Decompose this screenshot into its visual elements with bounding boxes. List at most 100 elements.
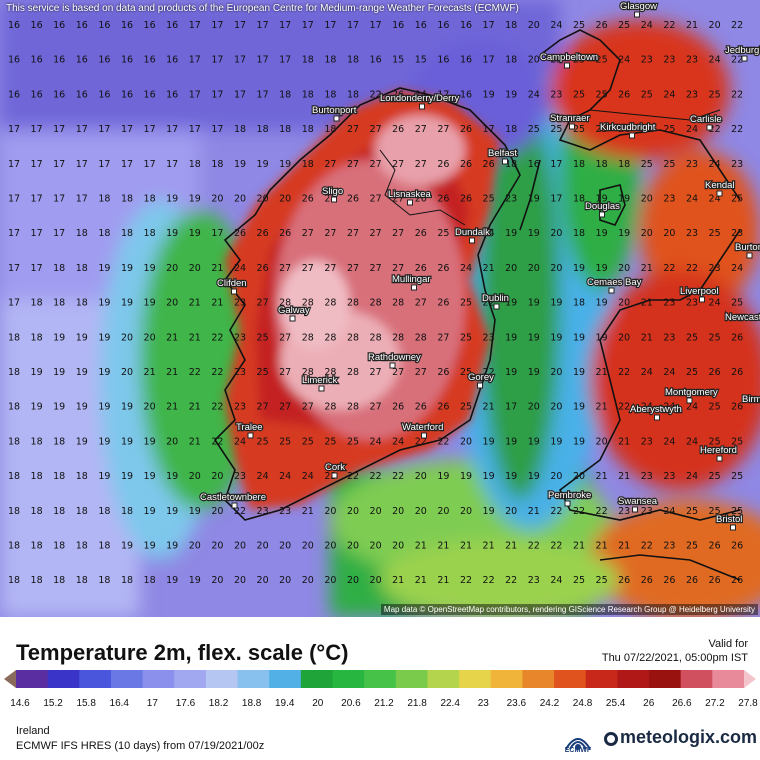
grid-value: 17: [211, 20, 223, 31]
grid-value: 19: [505, 228, 517, 239]
city-marker: [599, 211, 605, 218]
city-label[interactable]: Montgomery: [664, 386, 719, 399]
ireland-heat: [225, 90, 500, 510]
scale-arrow-low: [4, 670, 16, 688]
grid-value: 25: [279, 436, 291, 447]
grid-value: 18: [31, 575, 43, 586]
grid-value: 18: [98, 506, 110, 517]
model-run-label: ECMWF IFS HRES (10 days) from 07/19/2021…: [16, 740, 265, 752]
grid-value: 19: [98, 263, 110, 274]
city-label[interactable]: Burton: [734, 241, 760, 254]
grid-value: 23: [686, 228, 698, 239]
city-label[interactable]: Londonderry/Derry: [379, 92, 461, 105]
grid-value: 19: [121, 298, 133, 309]
grid-value: 17: [31, 228, 43, 239]
grid-value: 23: [663, 55, 675, 66]
city-label[interactable]: Jedburgh: [724, 44, 760, 57]
grid-value: 18: [573, 194, 585, 205]
city-label[interactable]: Sligo: [321, 185, 345, 198]
grid-value: 20: [618, 263, 630, 274]
grid-value: 17: [483, 55, 495, 66]
grid-value: 26: [709, 575, 721, 586]
grid-value: 16: [8, 55, 20, 66]
grid-value: 26: [257, 228, 269, 239]
grid-value: 22: [370, 89, 382, 100]
city-marker: [289, 315, 296, 322]
city-label[interactable]: Stranraer: [549, 112, 591, 125]
city-label[interactable]: Clifden: [216, 277, 248, 290]
grid-value: 21: [618, 471, 630, 482]
city-label[interactable]: Bristol: [715, 513, 744, 526]
grid-value: 20: [550, 367, 562, 378]
scale-swatch: [680, 670, 713, 688]
city-label[interactable]: Galway: [277, 304, 311, 317]
weather-map[interactable]: 16 16 16 16 16 16 16 16 17 17 17 17 17 17 17 17 17 16 16 16…: [0, 0, 760, 617]
grid-value: 18: [121, 506, 133, 517]
grid-value: 25: [460, 228, 472, 239]
city-label[interactable]: Belfast: [487, 147, 519, 160]
grid-value: 18: [505, 124, 517, 135]
grid-value: 19: [144, 541, 156, 552]
grid-value: 23: [505, 194, 517, 205]
city-label[interactable]: Cemaes Bay: [586, 276, 643, 289]
city-label[interactable]: Pembroke: [547, 489, 593, 502]
grid-value: 18: [31, 506, 43, 517]
grid-value: 24: [686, 194, 698, 205]
city-label[interactable]: Dundalk: [454, 226, 492, 239]
grid-value: 17: [279, 55, 291, 66]
city-label[interactable]: Aberystwyth: [629, 403, 683, 416]
city-label[interactable]: Campbeltown: [539, 51, 599, 64]
city-label[interactable]: Castletownbere: [199, 491, 267, 504]
grid-value: 27: [392, 159, 404, 170]
grid-value: 23: [234, 402, 246, 413]
grid-value: 25: [709, 436, 721, 447]
city-label[interactable]: Limerick: [301, 374, 339, 387]
grid-value: 19: [76, 402, 88, 413]
city-label[interactable]: Lisnaskea: [387, 188, 433, 201]
city-label[interactable]: Douglas: [584, 200, 622, 213]
grid-value: 18: [505, 159, 517, 170]
grid-value: 21: [505, 541, 517, 552]
city-marker: [634, 11, 640, 18]
city-label[interactable]: Hereford: [699, 444, 738, 457]
city-label[interactable]: Cork: [324, 461, 347, 474]
city-label[interactable]: Birmingham: [741, 393, 760, 406]
grid-value: 25: [437, 228, 449, 239]
city-label[interactable]: Carlisle: [689, 113, 723, 126]
meteologix-brand[interactable]: meteologix.com: [604, 727, 757, 748]
city-label[interactable]: Tralee: [235, 421, 264, 434]
grid-value: 20: [596, 436, 608, 447]
city-label[interactable]: Dublin: [481, 292, 510, 305]
city-label[interactable]: Mullingar: [391, 273, 432, 286]
city-label[interactable]: Gorey: [467, 371, 496, 384]
grid-value: 22: [370, 471, 382, 482]
scale-swatch: [427, 670, 460, 688]
grid-value: 21: [596, 402, 608, 413]
grid-value: 27: [437, 332, 449, 343]
scale-swatch: [16, 670, 49, 688]
scale-tick-label: 26.6: [672, 698, 692, 709]
grid-value: 20: [279, 541, 291, 552]
city-label[interactable]: Newcastle-under-Lyme: [724, 311, 760, 324]
grid-value: 24: [686, 402, 698, 413]
city-label[interactable]: Burtonport: [311, 104, 358, 117]
city-label[interactable]: Liverpool: [679, 285, 720, 298]
city-label[interactable]: Swansea: [617, 495, 659, 508]
grid-value: 22: [709, 124, 721, 135]
grid-value: 25: [573, 20, 585, 31]
city-label[interactable]: Glasgow: [619, 0, 659, 13]
city-label[interactable]: Waterford: [401, 421, 445, 434]
city-label[interactable]: Kirkcudbright: [599, 121, 657, 134]
grid-value: 20: [302, 575, 314, 586]
grid-value: 25: [731, 298, 743, 309]
city-label[interactable]: Kendal: [704, 179, 736, 192]
grid-value: 20: [550, 471, 562, 482]
city-label[interactable]: Rathdowney: [367, 351, 422, 364]
grid-value: 19: [144, 263, 156, 274]
grid-value: 23: [641, 471, 653, 482]
grid-value: 22: [437, 436, 449, 447]
grid-value: 16: [166, 55, 178, 66]
grid-value: 24: [483, 228, 495, 239]
grid-value: 18: [8, 575, 20, 586]
grid-value: 19: [53, 402, 65, 413]
